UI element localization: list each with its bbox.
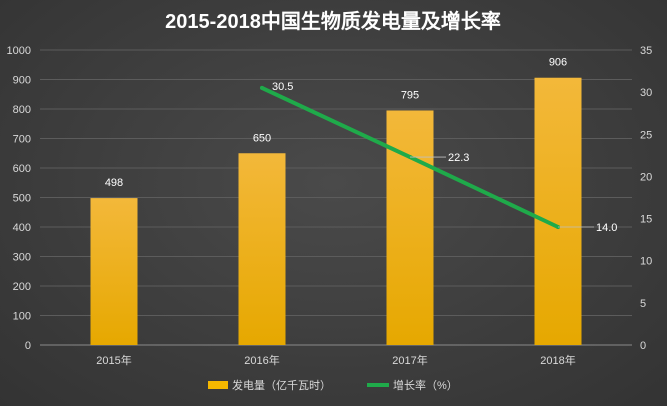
x-tick-label: 2015年 xyxy=(96,353,131,367)
x-tick-label: 2017年 xyxy=(392,353,427,367)
y-right-tick-label: 30 xyxy=(640,87,652,99)
bar-data-label: 906 xyxy=(549,57,567,69)
y-left-tick-label: 200 xyxy=(13,281,31,293)
legend-bar-swatch xyxy=(208,381,228,389)
y-left-tick-label: 600 xyxy=(13,163,31,175)
bar-series xyxy=(90,77,582,345)
y-right-tick-label: 20 xyxy=(640,171,652,183)
bar xyxy=(238,153,286,345)
line-data-label: 30.5 xyxy=(272,81,293,93)
y-right-tick-label: 25 xyxy=(640,129,652,141)
bar-data-label: 498 xyxy=(105,177,123,189)
bar xyxy=(534,77,582,345)
y-left-tick-label: 800 xyxy=(13,104,31,116)
x-tick-label: 2016年 xyxy=(244,353,279,367)
y-left-tick-label: 500 xyxy=(13,193,31,205)
y-left-tick-label: 1000 xyxy=(7,45,31,57)
y-right-tick-label: 5 xyxy=(640,298,646,310)
x-tick-label: 2018年 xyxy=(540,353,575,367)
y-left-tick-label: 100 xyxy=(13,311,31,323)
line-data-label: 22.3 xyxy=(448,152,469,164)
bar-data-label: 650 xyxy=(253,132,271,144)
chart-title: 2015-2018中国生物质发电量及增长率 xyxy=(165,9,501,33)
axes: 0 100 200 300 400 500 600 700 800 900 1000 0 5 10 15 20… xyxy=(7,45,653,367)
y-right-tick-label: 0 xyxy=(640,340,646,352)
legend-bar-label: 发电量（亿千瓦时） xyxy=(232,378,331,392)
y-right-tick-label: 35 xyxy=(640,45,652,57)
y-left-tick-label: 700 xyxy=(13,134,31,146)
bar-data-label: 795 xyxy=(401,89,419,101)
y-right-tick-label: 15 xyxy=(640,214,652,226)
bar xyxy=(90,198,138,345)
y-left-tick-label: 400 xyxy=(13,222,31,234)
line-point xyxy=(260,85,264,90)
legend-line-label: 增长率（%） xyxy=(393,378,458,392)
y-left-tick-label: 300 xyxy=(13,252,31,264)
y-left-tick-label: 0 xyxy=(25,340,31,352)
y-left-tick-label: 900 xyxy=(13,75,31,87)
gridlines xyxy=(40,49,632,346)
y-right-tick-label: 10 xyxy=(640,256,652,268)
data-labels: 498 650 795 906 30.5 22.3 14.0 xyxy=(105,57,618,234)
bar xyxy=(386,110,434,345)
line-data-label: 14.0 xyxy=(596,222,617,234)
legend: 发电量（亿千瓦时） 增长率（%） xyxy=(208,378,458,392)
